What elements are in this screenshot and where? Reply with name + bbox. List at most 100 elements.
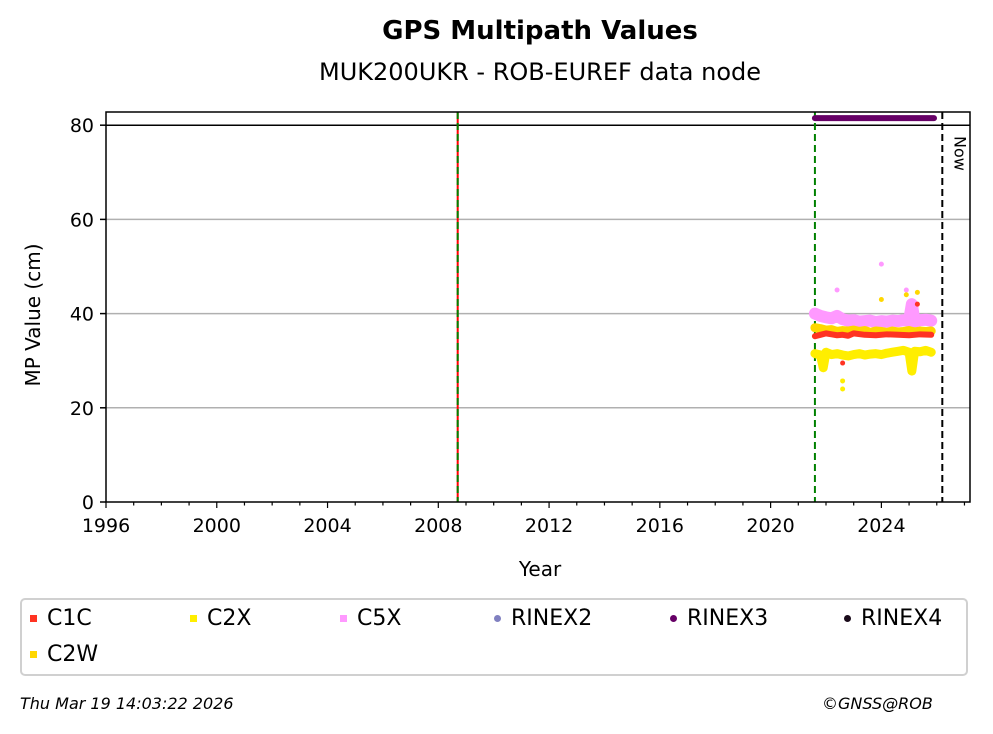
data-point-C5X <box>834 313 840 319</box>
dot-marker-icon <box>670 615 677 622</box>
data-point-C5X <box>873 319 879 325</box>
data-point-C5X <box>889 318 895 324</box>
data-point-C5X <box>895 318 901 324</box>
data-point-C5X <box>901 317 907 323</box>
data-point-C5X <box>856 319 862 325</box>
x-marker-icon <box>190 615 197 622</box>
data-point-C2X <box>912 348 918 354</box>
footer-date: Thu Mar 19 14:03:22 2026 <box>20 694 234 713</box>
data-point-C2X <box>812 351 818 357</box>
data-point-C5X <box>817 313 823 319</box>
data-point-C5X <box>923 317 929 323</box>
data-point-C5X <box>812 311 818 317</box>
y-axis-label: MP Value (cm) <box>21 243 45 386</box>
x-tick-label: 2000 <box>193 515 241 537</box>
x-axis-label: Year <box>518 557 562 581</box>
data-point-C1C <box>895 332 901 338</box>
legend-label: C2X <box>207 606 252 631</box>
data-point-C1C <box>840 360 846 366</box>
data-point-C5X <box>823 314 829 320</box>
legend-item-rinex3: RINEX3 <box>670 606 768 631</box>
y-tick-label: 60 <box>70 209 94 231</box>
data-point-C2X <box>889 349 895 355</box>
data-point-C1C <box>917 331 923 337</box>
data-point-C1C <box>914 301 920 307</box>
legend-label: C5X <box>357 606 402 631</box>
data-point-C2X <box>862 352 868 358</box>
data-point-C2X <box>820 365 826 371</box>
data-point-C2X <box>845 353 851 359</box>
data-point-C2W <box>903 292 909 298</box>
data-point-C2X <box>840 386 846 392</box>
data-point-C5X <box>878 318 884 324</box>
chart-title: GPS Multipath Values <box>382 16 698 46</box>
data-point-C5X <box>909 301 915 307</box>
y-tick-label: 40 <box>70 304 94 326</box>
data-point-C2W <box>840 328 846 334</box>
data-point-C5X <box>834 287 840 293</box>
legend-item-c2x: C2X <box>190 606 251 631</box>
x-tick-label: 2016 <box>636 515 684 537</box>
legend-label: RINEX2 <box>511 606 593 631</box>
data-point-C1C <box>906 332 912 338</box>
data-point-C2W <box>829 327 835 333</box>
x-tick-label: 2008 <box>414 515 462 537</box>
data-point-C2X <box>851 352 857 358</box>
data-point-C5X <box>878 261 884 267</box>
data-point-C5X <box>845 318 851 324</box>
data-point-C2X <box>840 352 846 358</box>
data-point-C2X <box>895 348 901 354</box>
data-point-C2X <box>834 351 840 357</box>
data-point-C1C <box>817 332 823 338</box>
legend-item-c5x: C5X <box>340 606 401 631</box>
data-point-C2W <box>914 289 920 295</box>
data-point-C5X <box>903 287 909 293</box>
x-tick-label: 2020 <box>746 515 794 537</box>
data-point-C1C <box>840 332 846 338</box>
legend-item-c2w: C2W <box>30 642 98 667</box>
x-tick-label: 1996 <box>82 515 130 537</box>
data-point-C2W <box>812 325 818 331</box>
legend-label: C2W <box>47 642 99 667</box>
data-point-C5X <box>884 319 890 325</box>
data-point-C2X <box>867 351 873 357</box>
data-point-C2X <box>928 349 934 355</box>
x-marker-icon <box>30 615 37 622</box>
x-tick-label: 2012 <box>525 515 573 537</box>
data-point-C2W <box>878 296 884 302</box>
legend-item-c1c: C1C <box>30 606 92 631</box>
data-point-C2X <box>823 349 829 355</box>
x-tick-label: 2024 <box>857 515 905 537</box>
data-point-C1C <box>873 332 879 338</box>
plot-frame <box>105 111 971 503</box>
data-point-C2X <box>829 352 835 358</box>
data-point-C5X <box>912 319 918 325</box>
data-point-C2X <box>901 347 907 353</box>
data-point-C1C <box>812 333 818 339</box>
data-point-C2W <box>817 326 823 332</box>
data-point-C2W <box>906 328 912 334</box>
x-marker-icon <box>340 615 347 622</box>
legend-label: RINEX3 <box>687 606 769 631</box>
data-point-C1C <box>884 331 890 337</box>
plot-area: 0 20 40 60 80 1996 2000 2004 2008 2012 2016 2020 202… <box>21 111 971 581</box>
data-point-C5X <box>917 317 923 323</box>
dot-marker-icon <box>844 615 851 622</box>
data-point-C5X <box>928 318 934 324</box>
series-band-C2W <box>810 323 936 337</box>
data-point-C2X <box>906 349 912 355</box>
x-marker-icon <box>30 651 37 658</box>
data-point-C2X <box>840 378 846 384</box>
legend-item-rinex4: RINEX4 <box>844 606 942 631</box>
data-point-C2X <box>817 352 823 358</box>
data-point-C5X <box>862 318 868 324</box>
data-point-C5X <box>829 315 835 321</box>
y-tick-label: 80 <box>70 115 94 137</box>
data-point-C1C <box>845 333 851 339</box>
data-point-C2X <box>873 351 879 357</box>
legend-label: RINEX4 <box>861 606 943 631</box>
y-tick-label: 0 <box>82 492 94 514</box>
x-tick-label: 2004 <box>303 515 351 537</box>
legend-label: C1C <box>47 606 92 631</box>
